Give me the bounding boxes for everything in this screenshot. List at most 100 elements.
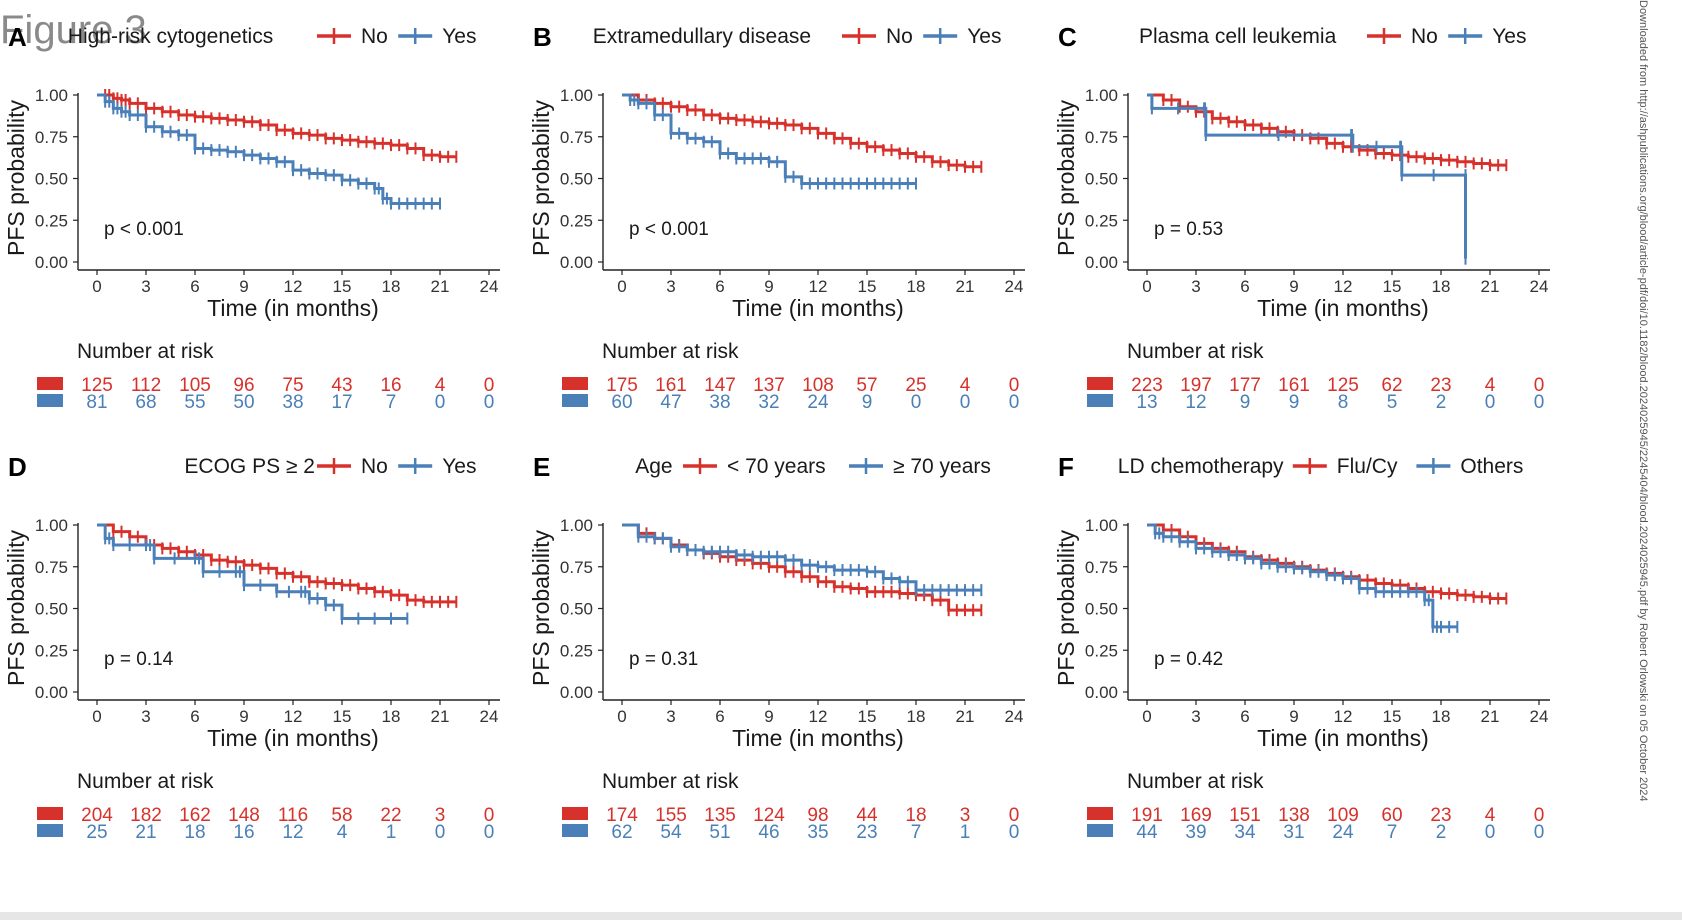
- x-tick-label: 21: [1481, 277, 1500, 296]
- x-tick-label: 12: [284, 707, 303, 726]
- risk-count: 0: [1534, 805, 1545, 826]
- legend: Age < 70 years ≥ 70 years: [635, 455, 991, 478]
- risk-row-color-key: [562, 824, 588, 837]
- x-tick-label: 6: [1240, 277, 1249, 296]
- p-value-annotation: p = 0.42: [1154, 649, 1223, 670]
- y-axis-title: PFS probability: [3, 100, 29, 256]
- risk-count: 43: [331, 375, 352, 396]
- risk-table-title: Number at risk: [1127, 770, 1264, 793]
- x-tick-label: 15: [333, 707, 352, 726]
- risk-count: 7: [1387, 822, 1398, 843]
- x-tick-label: 3: [666, 707, 675, 726]
- risk-count: 116: [278, 805, 308, 826]
- x-tick-label: 6: [1240, 707, 1249, 726]
- series-no: [97, 89, 458, 163]
- legend-entry-label: No: [361, 455, 388, 478]
- x-tick-label: 18: [907, 277, 926, 296]
- risk-count: 4: [435, 375, 446, 396]
- x-tick-label: 12: [1334, 707, 1353, 726]
- risk-count: 0: [911, 392, 922, 413]
- risk-count: 62: [1381, 375, 1402, 396]
- x-tick-label: 3: [666, 277, 675, 296]
- y-tick-label: 0.25: [1085, 641, 1118, 660]
- risk-count: 1: [960, 822, 971, 843]
- legend-entry-label: < 70 years: [727, 455, 826, 478]
- panel-letter: C: [1058, 22, 1077, 52]
- risk-count: 54: [660, 822, 682, 843]
- risk-count: 18: [184, 822, 205, 843]
- x-tick-label: 0: [1142, 707, 1151, 726]
- x-tick-label: 12: [809, 277, 828, 296]
- risk-count: 223: [1131, 375, 1163, 396]
- x-axis-title: Time (in months): [207, 295, 379, 321]
- legend-title: LD chemotherapy: [1118, 455, 1284, 478]
- risk-count: 0: [484, 822, 495, 843]
- x-tick-label: 6: [190, 277, 199, 296]
- panels: A High-risk cytogenetics No Yes 0.00 0.25 0.50…: [3, 22, 1550, 843]
- x-axis-title: Time (in months): [1257, 725, 1429, 751]
- panel-e: E Age < 70 years ≥ 70 years 0.00 0.25 0.50 0.75…: [528, 452, 1025, 843]
- survival-curve: [97, 93, 440, 206]
- series-yes: [1147, 523, 1459, 633]
- panel-letter: F: [1058, 452, 1074, 482]
- risk-count: 55: [184, 392, 205, 413]
- x-tick-label: 24: [480, 277, 499, 296]
- risk-table-title: Number at risk: [77, 770, 214, 793]
- survival-curve: [1147, 523, 1507, 600]
- risk-count: 38: [709, 392, 730, 413]
- x-tick-label: 9: [764, 277, 773, 296]
- risk-count: 24: [1332, 822, 1354, 843]
- x-tick-label: 21: [956, 707, 975, 726]
- risk-count: 0: [1009, 392, 1020, 413]
- x-tick-label: 21: [431, 707, 450, 726]
- risk-count: 75: [282, 375, 303, 396]
- legend-entry-label: No: [886, 25, 913, 48]
- y-tick-label: 1.00: [560, 516, 593, 535]
- legend-entry-label: Yes: [442, 455, 476, 478]
- risk-count: 21: [135, 822, 156, 843]
- risk-count: 197: [1180, 375, 1212, 396]
- y-tick-label: 0.00: [35, 253, 68, 272]
- axes: 0.00 0.25 0.50 0.75 1.00 0 3 6 9 12 15 18 21 24 Time (…: [3, 516, 500, 751]
- x-tick-label: 0: [92, 277, 101, 296]
- panel-f: F LD chemotherapy Flu/Cy Others 0.00 0.25 0.50…: [1053, 452, 1550, 843]
- legend-entry-label: Flu/Cy: [1337, 455, 1398, 478]
- y-tick-label: 0.75: [35, 128, 68, 147]
- risk-count: 204: [81, 805, 113, 826]
- p-value-annotation: p = 0.53: [1154, 219, 1223, 240]
- x-tick-label: 15: [858, 707, 877, 726]
- download-side-note: Downloaded from http://ashpublications.o…: [1637, 0, 1649, 802]
- risk-count: 62: [611, 822, 632, 843]
- risk-count: 39: [1185, 822, 1206, 843]
- survival-curve: [1147, 523, 1458, 629]
- x-tick-label: 18: [382, 277, 401, 296]
- risk-count: 17: [331, 392, 352, 413]
- survival-curve: [1147, 93, 1507, 167]
- series-yes: [622, 523, 983, 597]
- panel-c: C Plasma cell leukemia No Yes0.000.250.500.…: [1053, 22, 1550, 413]
- x-tick-label: 0: [617, 707, 626, 726]
- axes: 0.00 0.25 0.50 0.75 1.00 0 3 6 9 12 15 18 21 24 Time (…: [528, 516, 1025, 751]
- risk-count: 13: [1136, 392, 1157, 413]
- p-value-annotation: p = 0.31: [629, 649, 698, 670]
- x-tick-label: 21: [431, 277, 450, 296]
- risk-count: 3: [960, 805, 971, 826]
- y-tick-label: 0.25: [35, 211, 68, 230]
- x-tick-label: 9: [1289, 277, 1298, 296]
- risk-count: 60: [611, 392, 632, 413]
- x-tick-label: 24: [1005, 277, 1024, 296]
- panel-b: B Extramedullary disease No Yes 0.00 0.25 0.50…: [528, 22, 1025, 413]
- risk-count: 7: [386, 392, 397, 413]
- x-tick-label: 0: [1142, 277, 1151, 296]
- y-tick-label: 0.50: [35, 600, 68, 619]
- legend-entry-label: No: [1411, 25, 1438, 48]
- x-axis-title: Time (in months): [732, 295, 904, 321]
- x-tick-label: 6: [190, 707, 199, 726]
- x-tick-label: 21: [1481, 707, 1500, 726]
- x-tick-label: 24: [1005, 707, 1024, 726]
- y-tick-label: 0.00: [1085, 253, 1118, 272]
- legend-entry-label: ≥ 70 years: [893, 455, 991, 478]
- risk-table-title: Number at risk: [602, 340, 739, 363]
